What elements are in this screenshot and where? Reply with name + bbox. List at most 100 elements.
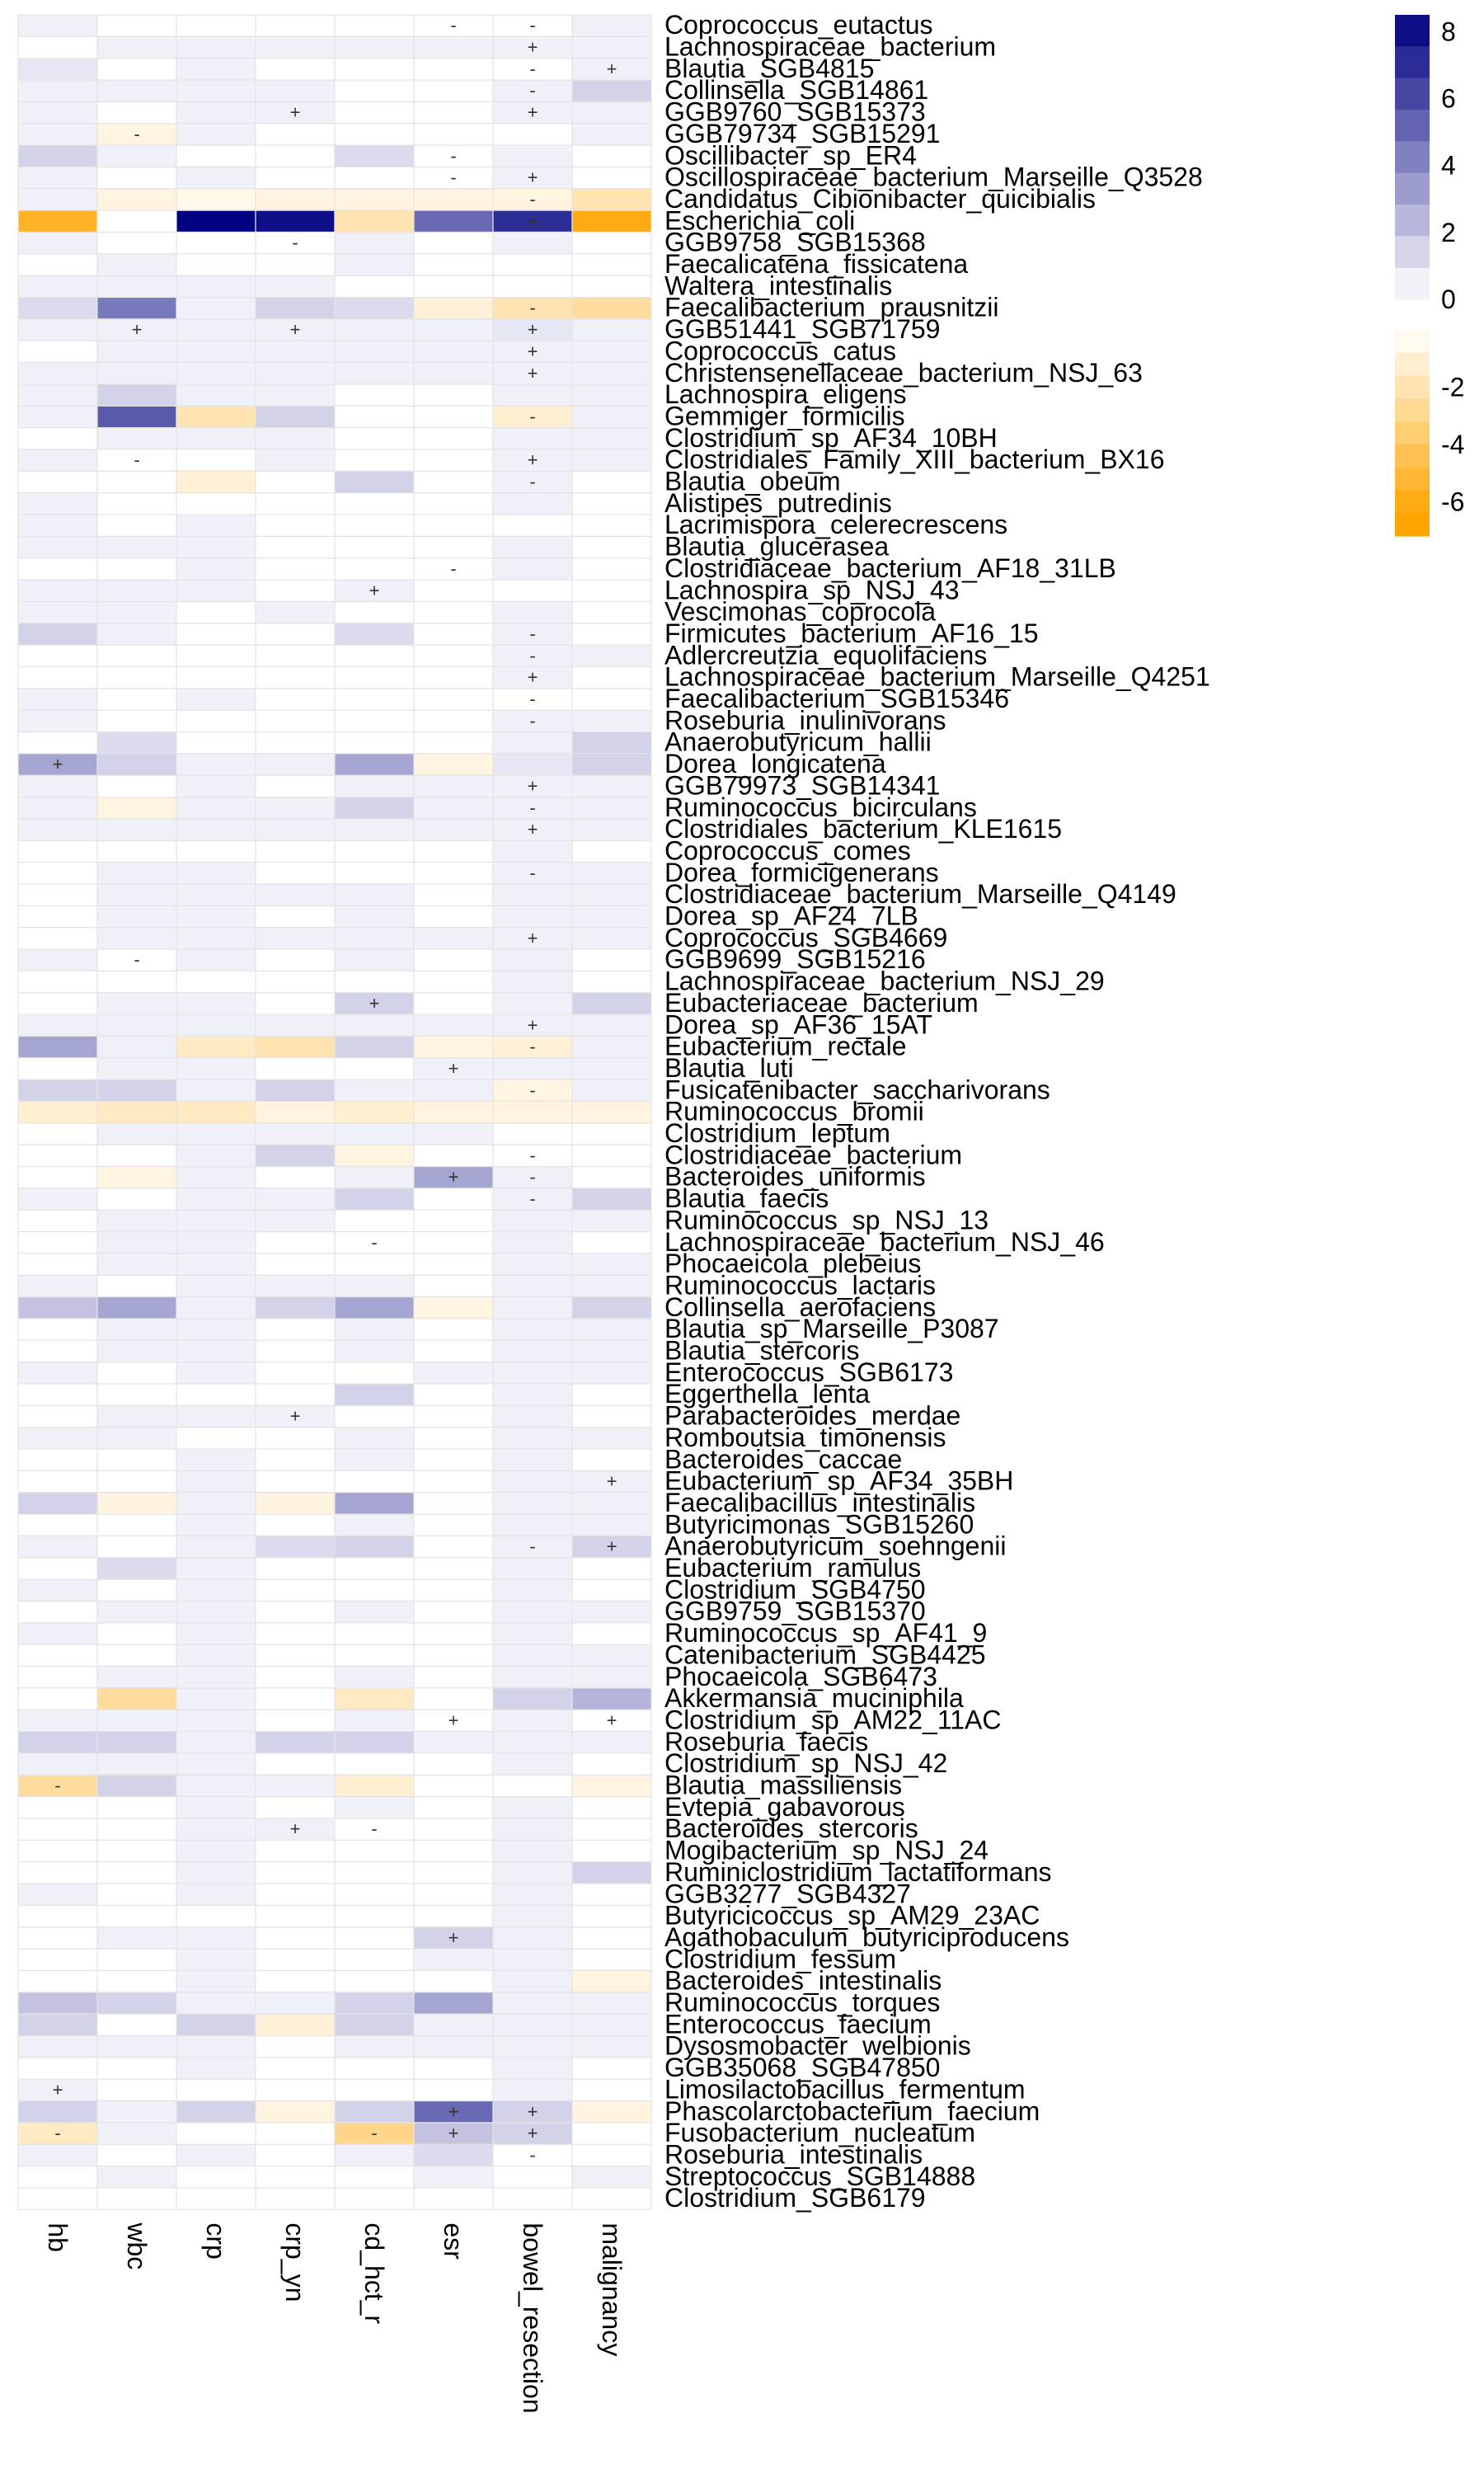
row-label: Eggerthella_lenta (665, 1379, 870, 1409)
heatmap-cell (17, 1578, 98, 1602)
heatmap-cell (571, 1883, 652, 1907)
heatmap-cell (176, 1969, 256, 1993)
heatmap-cell (571, 1665, 652, 1689)
row-label: Akkermansia_muciniphila (665, 1683, 964, 1713)
heatmap-cell (334, 862, 415, 885)
heatmap-cell (17, 492, 98, 515)
significance-mark: + (53, 754, 63, 774)
heatmap-cell (413, 427, 494, 450)
heatmap-cell (17, 796, 98, 820)
heatmap-cell (17, 535, 98, 559)
heatmap-cell (176, 600, 256, 624)
heatmap-cell (255, 1861, 336, 1884)
legend-swatch (1395, 421, 1430, 445)
heatmap-cell (96, 2013, 177, 2037)
heatmap-cell (571, 1188, 652, 1211)
heatmap-cell (571, 253, 652, 276)
heatmap-cell (17, 1731, 98, 1754)
row-label: Bacteroides_uniformis (665, 1162, 926, 1192)
heatmap-cell (571, 557, 652, 581)
significance-mark: - (371, 1818, 377, 1839)
heatmap-cell (255, 666, 336, 689)
heatmap-cell (255, 405, 336, 429)
heatmap-cell (492, 1362, 573, 1385)
significance-mark: + (528, 363, 538, 383)
heatmap-cell (17, 1339, 98, 1363)
heatmap-cell (492, 1992, 573, 2015)
heatmap-cell (492, 514, 573, 537)
row-label: Phascolarctobacterium_faecium (665, 2096, 1040, 2126)
legend-tick-label: 2 (1441, 218, 1456, 247)
heatmap-cell (334, 2078, 415, 2102)
heatmap-cell (176, 514, 256, 537)
heatmap-cell (255, 1796, 336, 1819)
heatmap-cell (176, 1926, 256, 1950)
heatmap-cell (413, 1883, 494, 1907)
heatmap-cell (413, 1774, 494, 1798)
significance-mark: + (53, 2079, 63, 2100)
heatmap-cell (255, 1948, 336, 1972)
heatmap-cell (413, 862, 494, 885)
heatmap-cell (571, 1513, 652, 1537)
row-label: Blautia_massiliensis (665, 1771, 902, 1800)
heatmap-cell (413, 1362, 494, 1385)
heatmap-cell (334, 1383, 415, 1407)
heatmap-cell (255, 731, 336, 755)
heatmap-cell (255, 774, 336, 798)
heatmap-cell (255, 579, 336, 603)
column-label: crp (201, 2222, 231, 2259)
heatmap-cell (571, 1470, 652, 1493)
heatmap-cell (571, 623, 652, 646)
heatmap-cell (17, 992, 98, 1015)
heatmap-cell (571, 1818, 652, 1841)
heatmap-cell (334, 1470, 415, 1493)
legend-swatch (1395, 330, 1430, 354)
heatmap-cell (176, 2013, 256, 2037)
heatmap-cell (571, 1644, 652, 1667)
row-label: Faecalicatena_fissicatena (665, 249, 968, 279)
heatmap-cell (96, 101, 177, 125)
heatmap-cell (255, 2078, 336, 2102)
significance-mark: + (528, 2123, 538, 2143)
heatmap-cell (413, 1904, 494, 1928)
row-label: Enterococcus_SGB6173 (665, 1357, 953, 1387)
heatmap-cell (255, 1904, 336, 1928)
heatmap-cell (492, 1796, 573, 1819)
heatmap-cell (96, 557, 177, 581)
heatmap-cell (334, 2143, 415, 2167)
heatmap-cell (17, 231, 98, 255)
heatmap-cell (334, 1578, 415, 1602)
heatmap-cell (492, 992, 573, 1015)
heatmap-cell (96, 449, 177, 472)
heatmap-cell (334, 644, 415, 668)
heatmap-cell (413, 1165, 494, 1189)
heatmap-cell (96, 862, 177, 885)
heatmap-cell (571, 688, 652, 711)
legend-swatch (1395, 15, 1430, 47)
heatmap-cell (96, 1709, 177, 1733)
heatmap-cell (96, 166, 177, 190)
row-label: Bacteroides_stercoris (665, 1813, 918, 1843)
heatmap-cell (176, 1035, 256, 1059)
heatmap-cell (334, 557, 415, 581)
heatmap-cell (17, 2187, 98, 2210)
heatmap-cell (413, 1926, 494, 1950)
heatmap-cell (96, 362, 177, 385)
row-label: Lachnospira_sp_NSJ_43 (665, 575, 960, 604)
heatmap-cell (334, 535, 415, 559)
heatmap-cell (17, 166, 98, 190)
heatmap-cell (96, 1774, 177, 1798)
heatmap-cell (334, 2187, 415, 2210)
heatmap-cell (255, 2057, 336, 2080)
column-label: esr (439, 2222, 468, 2260)
heatmap-cell (413, 1948, 494, 1972)
row-label: Clostridium_fessum (665, 1944, 896, 1973)
heatmap-cell (571, 1383, 652, 1407)
heatmap-cell (255, 275, 336, 299)
heatmap-cell (96, 644, 177, 668)
heatmap-cell (255, 1709, 336, 1733)
heatmap-cell (413, 1731, 494, 1754)
legend-swatch (1395, 352, 1430, 377)
heatmap-cell (96, 1035, 177, 1059)
heatmap-cell (96, 1644, 177, 1667)
